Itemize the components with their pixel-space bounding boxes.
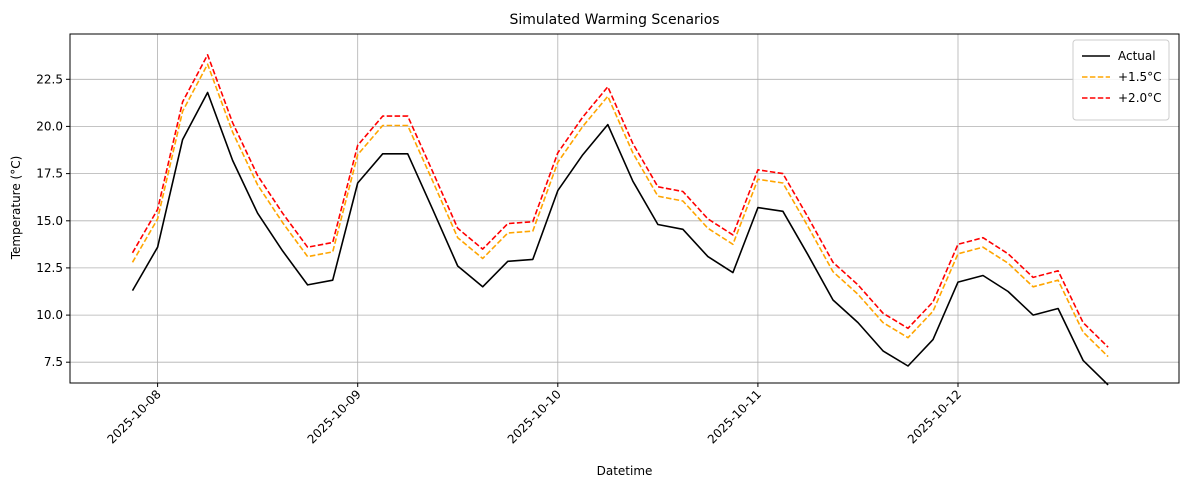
y-tick-label: 22.5 (36, 72, 63, 86)
y-tick-label: 7.5 (44, 355, 63, 369)
y-tick-label: 15.0 (36, 214, 63, 228)
y-tick-label: 12.5 (36, 261, 63, 275)
y-tick-label: 10.0 (36, 308, 63, 322)
series-line (131, 91, 1109, 386)
axes-frame (69, 33, 1180, 384)
y-axis-label: Temperature (°C) (9, 156, 23, 261)
x-axis-label: Datetime (597, 464, 653, 478)
y-tick-label: 20.0 (36, 119, 63, 133)
legend-label: +1.5°C (1118, 70, 1162, 84)
legend: Actual +1.5°C +2.0°C (1072, 39, 1170, 121)
legend-box (1072, 39, 1170, 121)
series-line (131, 53, 1109, 348)
series-line (131, 63, 1109, 358)
legend-label: Actual (1118, 49, 1156, 63)
y-tick-label: 17.5 (36, 167, 63, 181)
chart-title: Simulated Warming Scenarios (509, 12, 719, 28)
legend-label: +2.0°C (1118, 91, 1162, 105)
